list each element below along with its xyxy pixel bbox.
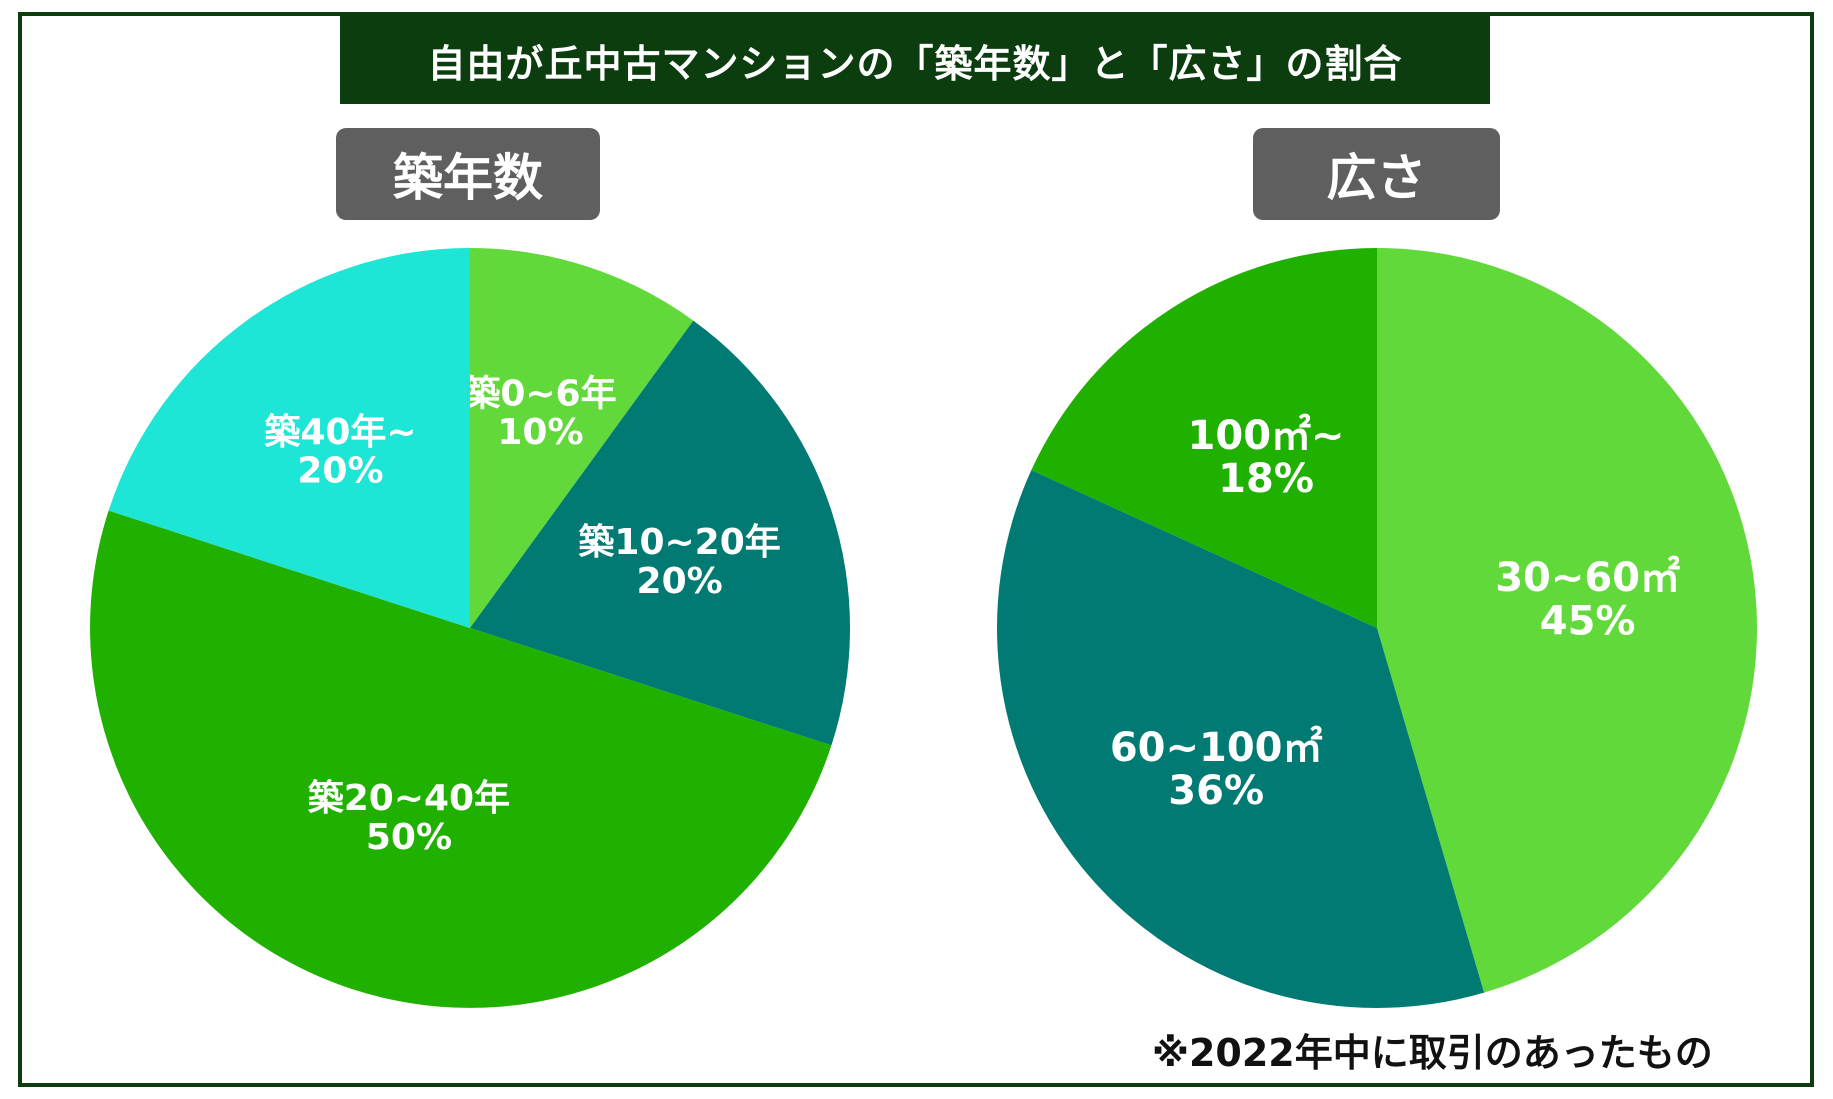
- pie-area-slice-2-label: 100㎡~ 18%: [1188, 413, 1345, 502]
- pie-age-slice-2: [90, 510, 832, 1008]
- chart-main-title: 自由が丘中古マンションの「築年数」と「広さ」の割合: [340, 16, 1490, 104]
- pie-age-slice-1-label: 築10~20年 20%: [578, 522, 780, 602]
- pie-area-slice-2: [1031, 248, 1377, 628]
- pie-area-slice-1-label: 60~100㎡ 36%: [1110, 725, 1323, 814]
- pie-age-slice-2-category: 築20~40年: [308, 778, 510, 819]
- pie-age-slice-1: [470, 320, 850, 746]
- pie-age-slice-2-label: 築20~40年 50%: [308, 778, 510, 858]
- pie-age-slice-1-percent: 20%: [637, 561, 723, 602]
- footnote: ※2022年中に取引のあったもの: [1152, 1031, 1713, 1075]
- pie-area-slice-0-label: 30~60㎡ 45%: [1495, 555, 1680, 644]
- pie-age-slice-3-label: 築40年~ 20%: [264, 412, 416, 492]
- pie-area-slice-1-percent: 36%: [1168, 768, 1264, 814]
- pie-age-slice-0: [470, 248, 694, 628]
- pie-age-slice-3-category: 築40年~: [264, 412, 416, 453]
- pie-area-slice-1: [997, 470, 1485, 1009]
- pie-title-age: 築年数: [336, 128, 600, 220]
- pie-area-slice-0: [1377, 248, 1758, 993]
- pie-area-slice-1-category: 60~100㎡: [1110, 725, 1323, 771]
- pie-age-slice-3: [108, 248, 471, 628]
- pie-age-slice-0-label: 築0~6年 10%: [464, 373, 616, 453]
- pie-area-slice-0-percent: 45%: [1540, 598, 1636, 644]
- pie-age-slice-0-category: 築0~6年: [464, 373, 616, 414]
- pie-area-slice-2-category: 100㎡~: [1188, 413, 1345, 459]
- outer-frame: [18, 12, 1814, 1087]
- pie-age-slice-1-category: 築10~20年: [578, 522, 780, 563]
- pie-age-slice-3-percent: 20%: [297, 451, 383, 492]
- pie-area-slice-2-percent: 18%: [1218, 456, 1314, 502]
- pie-age-slice-2-percent: 50%: [366, 817, 452, 858]
- pie-title-area: 広さ: [1253, 128, 1500, 220]
- pie-area-slice-0-category: 30~60㎡: [1495, 555, 1680, 601]
- pie-age-slice-0-percent: 10%: [497, 412, 583, 453]
